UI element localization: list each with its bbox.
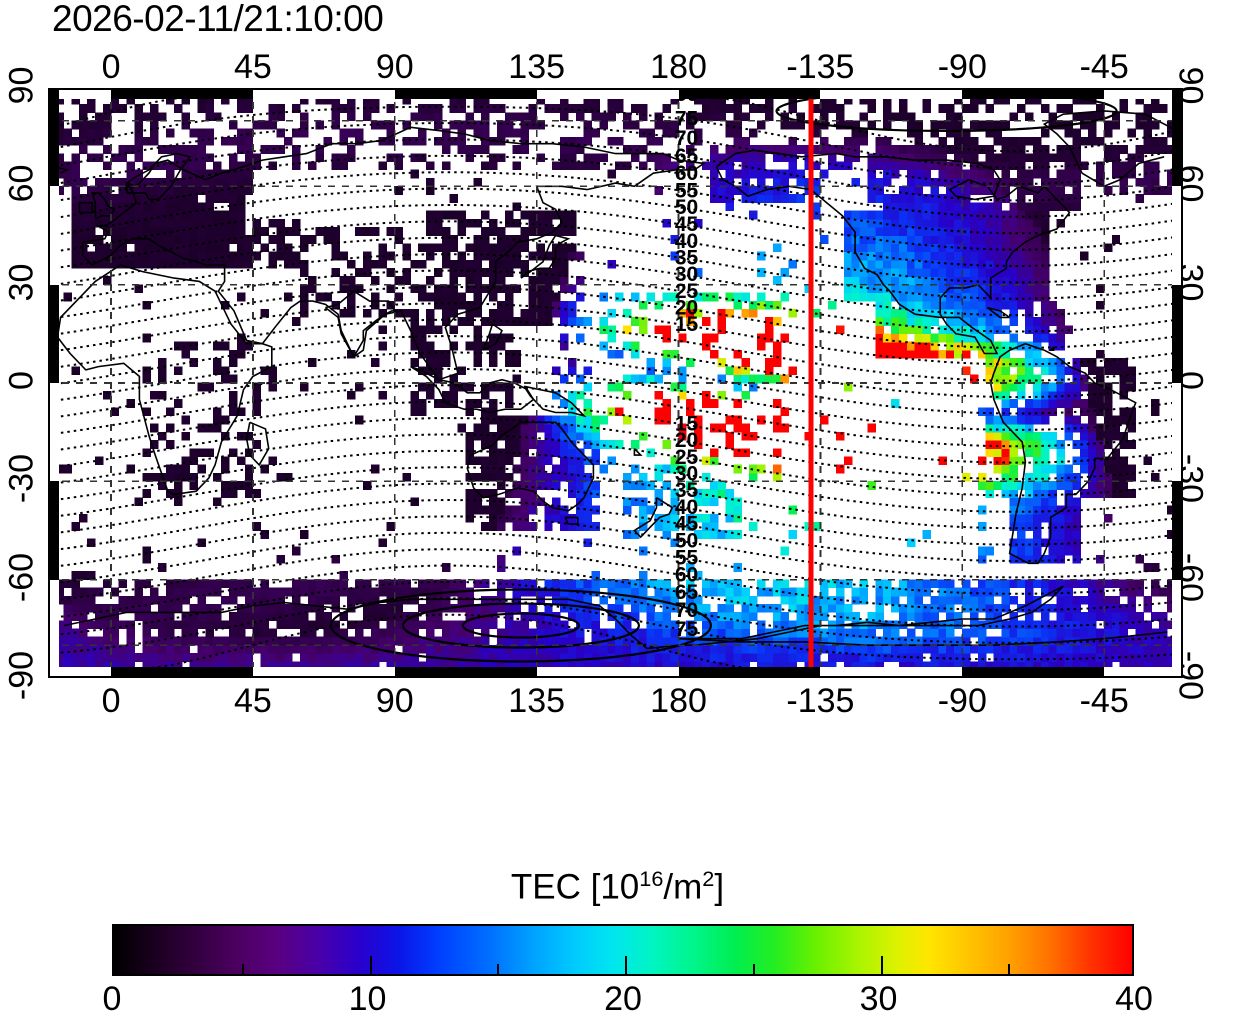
svg-text:60: 60 (675, 162, 698, 185)
colorbar-title-close: ] (714, 867, 725, 907)
svg-text:30: 30 (675, 463, 698, 486)
tec-map-plot[interactable]: 8075706560555045403530252015152025303540… (48, 88, 1183, 678)
svg-text:25: 25 (675, 446, 699, 469)
x-tick-label: -90 (937, 682, 987, 720)
svg-text:55: 55 (675, 179, 699, 202)
colorbar-major-tick (880, 956, 883, 974)
x-tick-label: 90 (375, 48, 414, 86)
map-svg: 8075706560555045403530252015152025303540… (48, 88, 1183, 678)
colorbar-major-tick (625, 956, 627, 974)
map-canvas: 8075706560555045403530252015152025303540… (48, 88, 1183, 678)
x-tick-label: -90 (937, 48, 987, 86)
colorbar-tick-label: 20 (604, 980, 642, 1018)
x-tick-label: 180 (650, 682, 707, 720)
x-tick-label: 45 (234, 48, 272, 86)
red-meridian (808, 88, 814, 678)
x-tick-label: -45 (1079, 682, 1129, 720)
x-tick-label: -45 (1079, 48, 1129, 86)
x-tick-label: -135 (786, 48, 855, 86)
x-tick-label: 180 (650, 48, 707, 86)
colorbar-minor-tick (1008, 964, 1011, 974)
svg-text:40: 40 (675, 496, 698, 519)
colorbar-tick-label: 0 (102, 980, 122, 1018)
svg-text:50: 50 (675, 529, 698, 552)
colorbar-tick-label: 30 (859, 980, 898, 1018)
colorbar-tick-label: 10 (348, 980, 387, 1018)
magnetic-latitude-labels: 8075706560555045403530252015152025303540… (675, 88, 699, 641)
svg-text:45: 45 (675, 513, 699, 536)
svg-text:15: 15 (675, 413, 699, 436)
svg-text:75: 75 (675, 618, 699, 641)
red-meridian-line (808, 88, 814, 678)
svg-text:65: 65 (675, 145, 699, 168)
x-tick-label: 45 (234, 682, 272, 720)
svg-text:55: 55 (675, 546, 699, 569)
axis-band-bottom (48, 667, 1183, 678)
colorbar-gradient (112, 924, 1134, 976)
colorbar-title-suffix-exponent: 2 (702, 866, 715, 891)
svg-text:35: 35 (675, 247, 699, 270)
y-tick-label-left: -90 (2, 650, 41, 701)
svg-text:35: 35 (675, 479, 699, 502)
colorbar-major-tick (369, 956, 372, 974)
svg-text:70: 70 (675, 599, 698, 622)
axis-band-top (48, 88, 1183, 99)
svg-text:75: 75 (675, 108, 699, 131)
svg-text:50: 50 (675, 196, 698, 219)
tec-data-layer (48, 88, 1183, 678)
x-tick-label: 90 (375, 682, 414, 720)
x-tick-label: -135 (786, 682, 855, 720)
svg-text:60: 60 (675, 564, 698, 587)
graticule-layer (48, 88, 1183, 678)
colorbar-minor-tick (752, 964, 755, 974)
x-tick-label: 0 (101, 48, 121, 86)
colorbar-title-suffix: /m (663, 867, 703, 907)
svg-text:15: 15 (675, 313, 699, 336)
svg-text:25: 25 (675, 280, 699, 303)
colorbar-title-prefix: TEC [10 (510, 867, 640, 907)
svg-text:65: 65 (675, 581, 699, 604)
x-tick-label: 0 (101, 682, 121, 720)
svg-text:70: 70 (675, 127, 698, 150)
axis-band-right (1172, 88, 1183, 678)
colorbar-tick-label: 40 (1115, 980, 1153, 1018)
page-title: 2026-02-11/21:10:00 (52, 0, 384, 39)
colorbar-title: TEC [1016/m2] (0, 866, 1235, 908)
svg-text:45: 45 (675, 213, 699, 236)
svg-text:30: 30 (675, 263, 698, 286)
x-tick-label: 135 (508, 48, 566, 86)
axis-band-left (48, 88, 59, 678)
colorbar-minor-tick (497, 964, 500, 974)
svg-text:20: 20 (675, 429, 698, 452)
svg-text:40: 40 (675, 230, 698, 253)
svg-text:20: 20 (675, 296, 698, 319)
x-tick-label: 135 (508, 682, 566, 720)
colorbar-title-exponent: 16 (639, 866, 664, 891)
colorbar-minor-tick (241, 964, 244, 974)
colorbar[interactable] (112, 924, 1134, 976)
